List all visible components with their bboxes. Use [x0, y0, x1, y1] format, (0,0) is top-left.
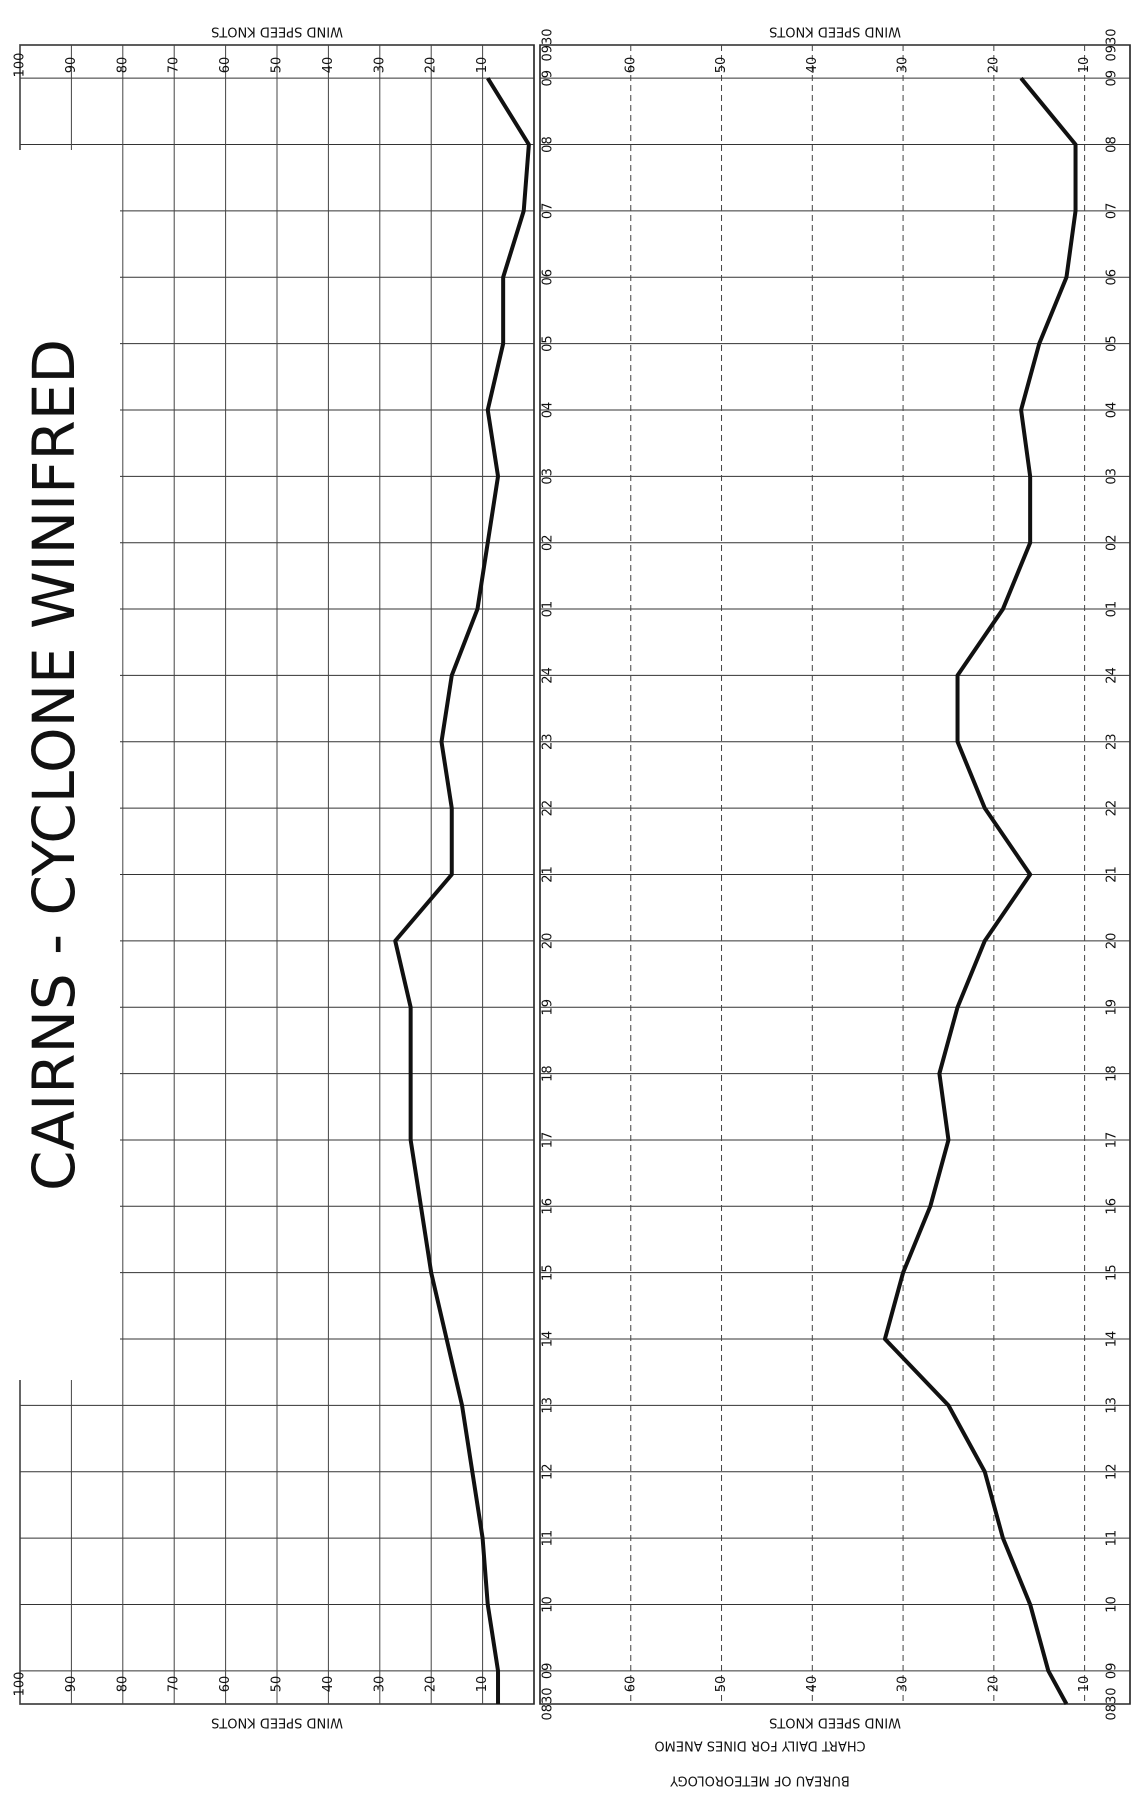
title-area	[0, 150, 120, 1380]
value-tick-label: 40	[805, 57, 820, 74]
time-tick-label: 01	[1105, 601, 1120, 618]
time-tick-label: 10	[1105, 1596, 1120, 1613]
time-tick-label: 14	[1105, 1331, 1120, 1348]
wind-trace	[882, 76, 1078, 1705]
chart-title: CAIRNS - CYCLONE WINIFRED	[20, 339, 88, 1191]
value-tick-label: 40	[321, 1676, 336, 1693]
value-tick-label: 90	[64, 1676, 79, 1693]
value-tick-label: 70	[167, 57, 182, 74]
value-tick-label: 10	[1077, 1676, 1092, 1693]
value-tick-label: 20	[424, 1676, 439, 1693]
value-tick-label: 30	[896, 1676, 911, 1693]
time-tick-label: 03	[1105, 468, 1120, 485]
value-tick-label: 60	[218, 57, 233, 74]
time-tick-label: 20	[1105, 933, 1120, 950]
value-tick-label: 60	[623, 1676, 638, 1693]
time-tick-label: 15	[1105, 1264, 1120, 1281]
value-tick-label: 50	[714, 57, 729, 74]
time-tick-label: 18	[1105, 1065, 1120, 1082]
time-tick-label: 16	[1105, 1198, 1120, 1215]
time-tick-label: 06	[1105, 269, 1120, 286]
time-tick-label: 07	[1105, 203, 1120, 220]
value-tick-label: 30	[372, 1676, 387, 1693]
value-tick-label: 80	[115, 1676, 130, 1693]
value-tick-label: 70	[167, 1676, 182, 1693]
time-tick-label: 0930	[1105, 28, 1120, 61]
time-tick-label: 02	[1105, 534, 1120, 551]
time-tick-label: 17	[1105, 1132, 1120, 1149]
annotation: BUREAU OF METEOROLOGY	[670, 1773, 850, 1788]
value-tick-label: 50	[714, 1676, 729, 1693]
value-tick-label: 60	[218, 1676, 233, 1693]
time-tick-label: 05	[1105, 335, 1120, 352]
value-tick-label: 80	[115, 57, 130, 74]
value-tick-label: 20	[986, 1676, 1001, 1693]
axis-label: WIND SPEED KNOTS	[211, 24, 343, 39]
time-tick-label: 08	[1105, 136, 1120, 153]
value-tick-label: 10	[475, 1676, 490, 1693]
time-tick-label: 23	[1105, 734, 1120, 751]
time-tick-label: 21	[1105, 866, 1120, 883]
value-tick-label: 30	[372, 57, 387, 74]
value-tick-label: 20	[986, 57, 1001, 74]
time-tick-label: 12	[1105, 1463, 1120, 1480]
time-tick-label: 0830	[1105, 1687, 1120, 1720]
value-tick-label: 10	[1077, 57, 1092, 74]
value-tick-label: 100	[13, 53, 28, 78]
time-tick-label: 04	[1105, 402, 1120, 419]
axis-label: WIND SPEED KNOTS	[211, 1715, 343, 1730]
time-tick-label: 11	[1105, 1530, 1120, 1547]
value-tick-label: 90	[64, 57, 79, 74]
axis-label: WIND SPEED KNOTS	[769, 1715, 901, 1730]
value-tick-label: 20	[424, 57, 439, 74]
time-tick-label: 13	[1105, 1397, 1120, 1414]
value-tick-label: 60	[623, 57, 638, 74]
annotation: CHART DAILY FOR DINES ANEMO	[654, 1738, 865, 1753]
time-tick-label: 09	[1105, 1663, 1120, 1680]
value-tick-label: 30	[896, 57, 911, 74]
value-tick-label: 100	[13, 1672, 28, 1697]
value-tick-label: 10	[475, 57, 490, 74]
time-tick-label: 19	[1105, 999, 1120, 1016]
time-tick-label: 09	[1105, 70, 1120, 87]
time-tick-label: 22	[1105, 800, 1120, 817]
value-tick-label: 50	[270, 57, 285, 74]
time-tick-label: 24	[1105, 667, 1120, 684]
value-tick-label: 40	[805, 1676, 820, 1693]
value-tick-label: 50	[270, 1676, 285, 1693]
value-tick-label: 40	[321, 57, 336, 74]
axis-label: WIND SPEED KNOTS	[769, 24, 901, 39]
wind-trace	[393, 77, 531, 1704]
